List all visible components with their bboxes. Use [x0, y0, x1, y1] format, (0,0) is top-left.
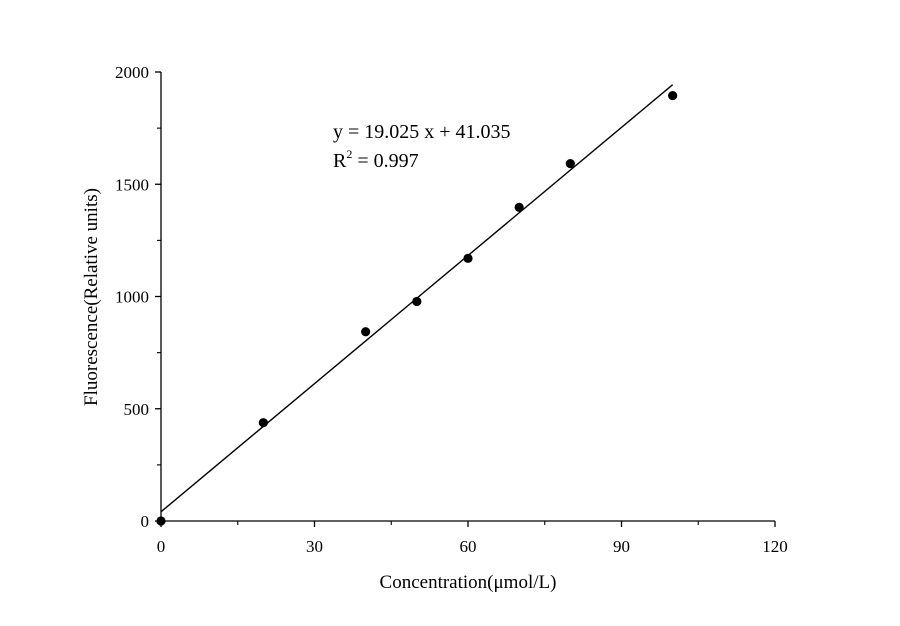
x-tick-label: 120 [762, 537, 788, 556]
regression-equation: y = 19.025 x + 41.035 [333, 121, 511, 143]
x-tick-label: 90 [613, 537, 630, 556]
x-tick-label: 60 [460, 537, 477, 556]
r-squared-exponent: 2 [346, 147, 352, 161]
r-squared-value: = 0.997 [352, 150, 418, 172]
y-ticks: 0 500 1000 1500 2000 [115, 63, 161, 531]
data-point [463, 253, 473, 263]
r-squared-base: R [333, 150, 347, 172]
data-point [514, 202, 524, 212]
data-point [668, 90, 678, 101]
y-tick-label: 500 [124, 400, 150, 419]
x-ticks: 0 30 60 90 120 [157, 521, 788, 556]
data-point [361, 327, 371, 337]
x-tick-label: 30 [306, 537, 323, 556]
data-point [258, 418, 268, 428]
data-points [156, 90, 678, 526]
r-squared-annotation: R2 = 0.997 [333, 147, 419, 172]
y-tick-label: 1500 [115, 175, 149, 194]
x-tick-label: 0 [157, 537, 166, 556]
y-tick-label: 2000 [115, 63, 149, 82]
x-axis-label: Concentration(μmol/L) [380, 572, 557, 593]
data-point [156, 516, 166, 526]
y-tick-label: 0 [141, 512, 150, 531]
data-point [565, 158, 575, 169]
data-point [412, 296, 422, 307]
y-tick-label: 1000 [115, 288, 149, 307]
y-axis-label: Fluorescence(Relative units) [81, 188, 102, 406]
